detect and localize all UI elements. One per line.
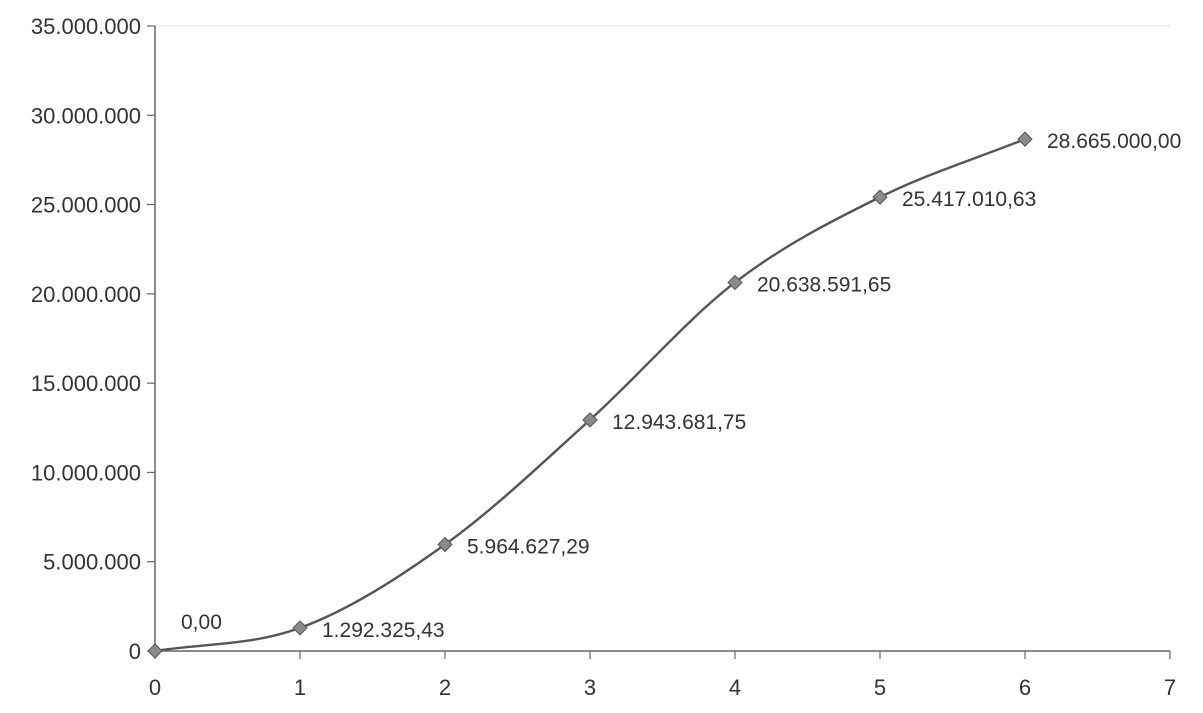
y-tick-label: 25.000.000 bbox=[31, 193, 141, 218]
series-group bbox=[147, 131, 1033, 659]
x-tick-label: 4 bbox=[729, 675, 741, 700]
x-tick-label: 0 bbox=[149, 675, 161, 700]
y-tick-label: 0 bbox=[129, 639, 141, 664]
x-tick-label: 7 bbox=[1164, 675, 1176, 700]
data-point-marker bbox=[727, 274, 743, 291]
x-tick-label: 1 bbox=[294, 675, 306, 700]
data-point-marker bbox=[292, 620, 308, 636]
data-label: 12.943.681,75 bbox=[612, 411, 746, 434]
x-axis-ticks: 0 1 2 3 4 5 6 7 bbox=[149, 651, 1176, 700]
data-label: 0,00 bbox=[181, 611, 222, 634]
y-tick-label: 5.000.000 bbox=[43, 550, 141, 575]
data-point-marker bbox=[872, 189, 888, 205]
data-label: 25.417.010,63 bbox=[902, 188, 1036, 211]
y-axis-ticks: 0 5.000.000 10.000.000 15.000.000 20.000.000… bbox=[31, 14, 155, 664]
y-tick-label: 20.000.000 bbox=[31, 282, 141, 307]
series-line bbox=[154, 138, 1026, 653]
y-tick-label: 10.000.000 bbox=[31, 460, 141, 485]
y-tick-label: 30.000.000 bbox=[31, 103, 141, 128]
x-tick-label: 3 bbox=[584, 675, 596, 700]
x-tick-label: 2 bbox=[439, 675, 451, 700]
data-point-marker bbox=[582, 412, 598, 428]
data-label: 5.964.627,29 bbox=[467, 535, 590, 558]
data-label: 1.292.325,43 bbox=[322, 619, 445, 642]
x-tick-label: 5 bbox=[874, 675, 886, 700]
y-tick-label: 35.000.000 bbox=[31, 14, 141, 39]
data-labels: 0,00 1.292.325,43 5.964.627,29 12.943.681,7… bbox=[181, 130, 1181, 642]
data-label: 20.638.591,65 bbox=[757, 273, 891, 296]
data-point-marker bbox=[1017, 131, 1033, 147]
data-label: 28.665.000,00 bbox=[1047, 130, 1181, 153]
data-point-marker bbox=[147, 643, 163, 659]
axes bbox=[154, 25, 1170, 652]
data-point-marker bbox=[437, 536, 453, 553]
y-tick-label: 15.000.000 bbox=[31, 371, 141, 396]
x-tick-label: 6 bbox=[1019, 675, 1031, 700]
